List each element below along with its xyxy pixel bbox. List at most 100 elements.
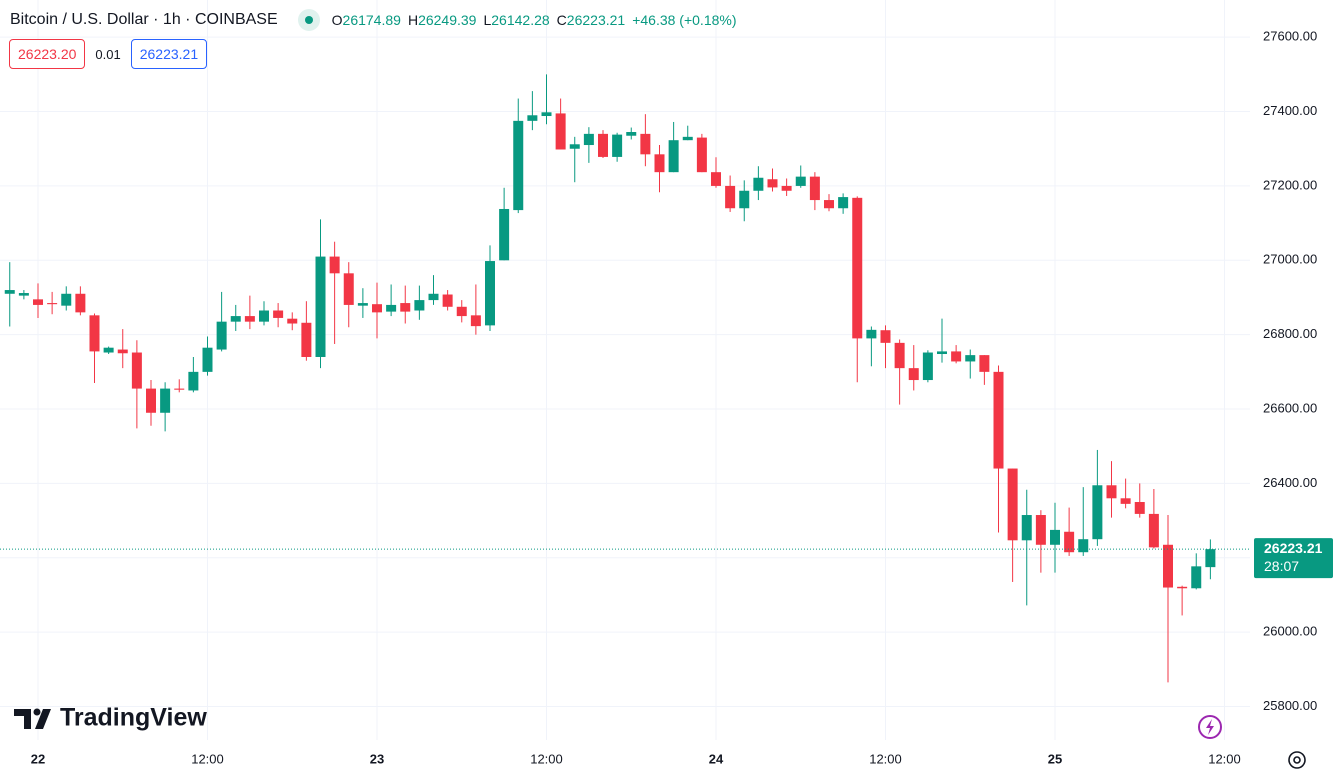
candle-body [922,352,933,381]
x-tick-label: 12:00 [869,751,902,766]
y-tick-label: 26400.00 [1263,475,1317,490]
candle-body [1050,529,1060,545]
trade-buttons: 26223.20 0.01 26223.21 [9,39,208,69]
candle-body [583,133,594,146]
candle-body [682,136,693,141]
y-tick-label: 27000.00 [1263,252,1317,267]
candle-body [315,256,326,357]
market-status[interactable] [297,9,320,31]
buy-button[interactable]: 26223.21 [130,39,208,69]
settings-icon[interactable] [1288,751,1306,769]
candle-body [1078,539,1089,553]
candle-body [103,347,114,353]
candle-body [951,351,962,362]
candle-body [1163,544,1173,588]
candle-body [1148,513,1159,548]
alert-icon[interactable] [1198,715,1222,739]
y-tick-label: 27600.00 [1263,29,1317,44]
candle-body [329,256,340,274]
candle-body [485,261,495,326]
candle-body [131,352,142,389]
candle-body [301,322,312,357]
ohlc-key: C [556,12,567,28]
candle-body [89,315,100,352]
ohlc-value: 26223.21 [566,12,626,28]
candle-body [18,293,29,296]
candle-body [499,208,510,261]
logo-mark [35,709,51,729]
header: Bitcoin / U.S. Dollar · 1h · COINBASE O2… [10,9,737,31]
candle-body [174,388,185,390]
axes: 25800.0026000.0026200.0026400.0026600.00… [0,29,1333,766]
candle-body [230,316,241,322]
x-tick-label: 25 [1048,751,1062,766]
candle-body [894,342,905,369]
candle-body [117,349,128,354]
candle-body [287,318,298,324]
candle-body [343,273,354,305]
logo-mark [33,708,41,716]
candle-body [640,133,651,155]
price-tag [1254,538,1333,579]
sell-button[interactable]: 26223.20 [9,39,86,69]
logo-text: TradingView [60,704,207,732]
ohlc-key: H [407,12,419,28]
ohlc-key: O [331,12,343,28]
candle-body [555,113,566,150]
x-tick-label: 24 [709,751,724,766]
tradingview-logo: TradingView [14,704,207,732]
candle-body [612,134,623,157]
candle-body [654,154,665,173]
candle-body [4,290,15,294]
grid [0,0,1250,740]
y-tick-label: 27400.00 [1263,103,1317,118]
candle-body [527,115,538,121]
candle-body [541,112,552,117]
candle-body [1134,502,1145,514]
symbol-title: Bitcoin / U.S. Dollar · 1h · COINBASE [10,11,278,28]
y-tick-label: 27200.00 [1263,177,1317,192]
x-tick-label: 12:00 [1208,751,1241,766]
x-tick-label: 22 [31,751,45,766]
candle-body [809,176,820,201]
x-tick-label: 12:00 [191,751,224,766]
candle-body [1177,586,1188,589]
candle-body [569,144,580,149]
candle-body [725,185,736,209]
ohlc-key: L [483,12,492,28]
y-tick-label: 26800.00 [1263,326,1317,341]
candle-body [259,310,269,322]
price-tag-countdown: 28:07 [1264,558,1299,574]
candle-body [1064,531,1075,553]
candles [4,74,1216,683]
candle-body [273,310,284,318]
candle-body [61,293,72,306]
candle-body [456,306,467,317]
candle-body [937,351,947,355]
candle-body [993,371,1004,469]
candle-body [711,172,721,186]
candle-body [160,388,171,413]
candle-body [372,304,382,313]
candle-body [202,347,213,372]
candle-body [357,303,368,306]
candle-body [965,355,976,362]
candle-body [47,303,58,305]
candle-body [188,371,199,391]
ohlc-value: 26142.28 [491,12,550,28]
candle-body [400,303,411,312]
candle-body [386,304,397,312]
candle-body [838,197,849,209]
candle-body [33,299,43,305]
candle-body [767,179,778,188]
ohlc-legend: O26174.89 H26249.39 L26142.28 C26223.21 … [332,12,737,28]
candle-body [880,330,891,343]
candle-body [146,388,156,413]
change: +46.38 (+0.18%) [632,12,737,28]
candle-body [216,321,227,350]
candle-body [513,120,524,211]
candle-body [781,185,792,191]
candle-body [428,293,439,301]
candle-body [1092,485,1103,540]
